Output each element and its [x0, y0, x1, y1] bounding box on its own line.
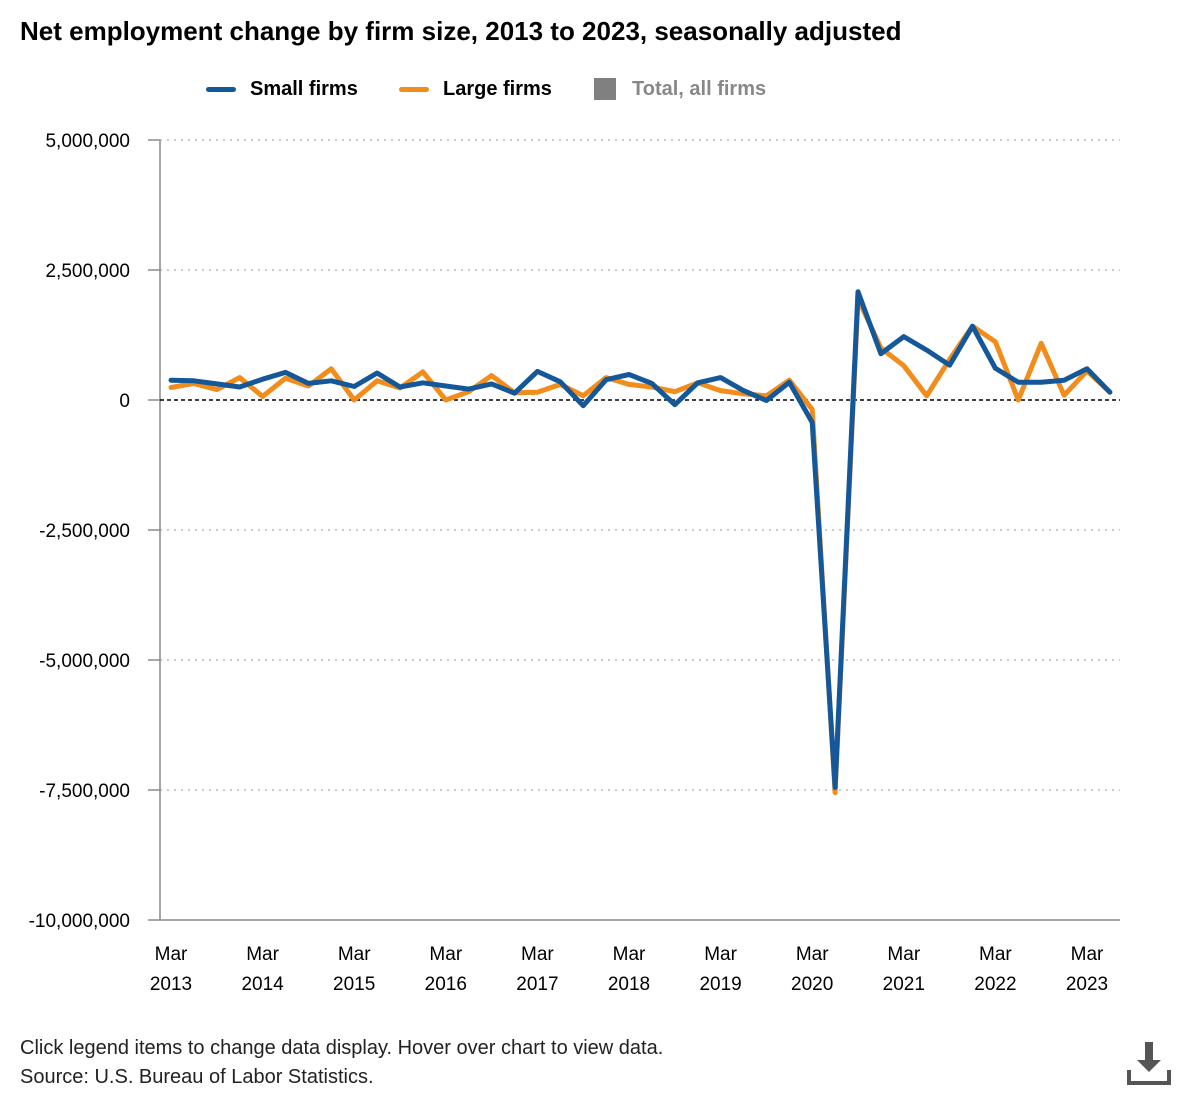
chart-legend: Small firms Large firms Total, all firms — [0, 72, 1200, 106]
x-tick-label-month: Mar — [979, 944, 1012, 965]
axes — [148, 139, 1120, 921]
y-tick-label: -10,000,000 — [29, 911, 130, 932]
x-tick-label-month: Mar — [704, 944, 737, 965]
total-firms-square-swatch-icon — [594, 78, 616, 100]
legend-item-total-all-firms[interactable]: Total, all firms — [594, 72, 766, 106]
x-tick-label-year: 2023 — [1066, 974, 1108, 995]
x-tick-label-month: Mar — [1071, 944, 1104, 965]
series-lines — [168, 289, 1113, 796]
x-tick-label-month: Mar — [338, 944, 371, 965]
tick-labels: 5,000,000 2,500,000 0 -2,500,000 -5,000,000 -… — [29, 131, 1109, 995]
y-tick-label: -7,500,000 — [39, 781, 130, 802]
x-tick-label-year: 2018 — [608, 974, 650, 995]
x-tick-label-month: Mar — [521, 944, 554, 965]
legend-item-large-firms[interactable]: Large firms — [399, 72, 552, 106]
footer-instructions: Click legend items to change data displa… — [20, 1037, 664, 1059]
gridlines — [160, 139, 1120, 791]
x-tick-label-year: 2017 — [516, 974, 558, 995]
series-line-small-firms — [168, 289, 1113, 790]
x-tick-label-month: Mar — [887, 944, 920, 965]
x-tick-label-year: 2022 — [974, 974, 1016, 995]
chart-title: Net employment change by firm size, 2013… — [20, 16, 902, 46]
x-tick-label-month: Mar — [613, 944, 646, 965]
chart-plot[interactable]: 5,000,000 2,500,000 0 -2,500,000 -5,000,000 -… — [0, 0, 1200, 1030]
footer-source: Source: U.S. Bureau of Labor Statistics. — [20, 1066, 374, 1088]
x-tick-label-year: 2021 — [883, 974, 925, 995]
y-tick-label: 2,500,000 — [45, 261, 130, 282]
x-tick-label-month: Mar — [246, 944, 279, 965]
y-tick-label: -2,500,000 — [39, 521, 130, 542]
x-tick-label-year: 2020 — [791, 974, 833, 995]
x-tick-label-year: 2013 — [150, 974, 192, 995]
legend-label-large-firms: Large firms — [443, 77, 552, 100]
small-firms-line-swatch-icon — [206, 86, 236, 92]
legend-label-total-all-firms: Total, all firms — [632, 77, 767, 100]
series-line-large-firms — [168, 296, 1113, 796]
legend-label-small-firms: Small firms — [250, 77, 358, 100]
y-tick-label: -5,000,000 — [39, 651, 130, 672]
y-tick-label: 0 — [119, 391, 130, 412]
x-tick-label-year: 2015 — [333, 974, 375, 995]
x-tick-label-month: Mar — [155, 944, 188, 965]
chart-footer: Click legend items to change data displa… — [20, 1034, 663, 1092]
large-firms-line-swatch-icon — [399, 86, 429, 92]
x-tick-label-month: Mar — [796, 944, 829, 965]
x-tick-label-year: 2014 — [241, 974, 284, 995]
x-tick-label-month: Mar — [429, 944, 462, 965]
legend-item-small-firms[interactable]: Small firms — [206, 72, 358, 106]
x-tick-label-year: 2016 — [425, 974, 467, 995]
download-icon[interactable] — [1126, 1040, 1172, 1086]
x-tick-label-year: 2019 — [699, 974, 741, 995]
y-tick-label: 5,000,000 — [45, 131, 130, 152]
